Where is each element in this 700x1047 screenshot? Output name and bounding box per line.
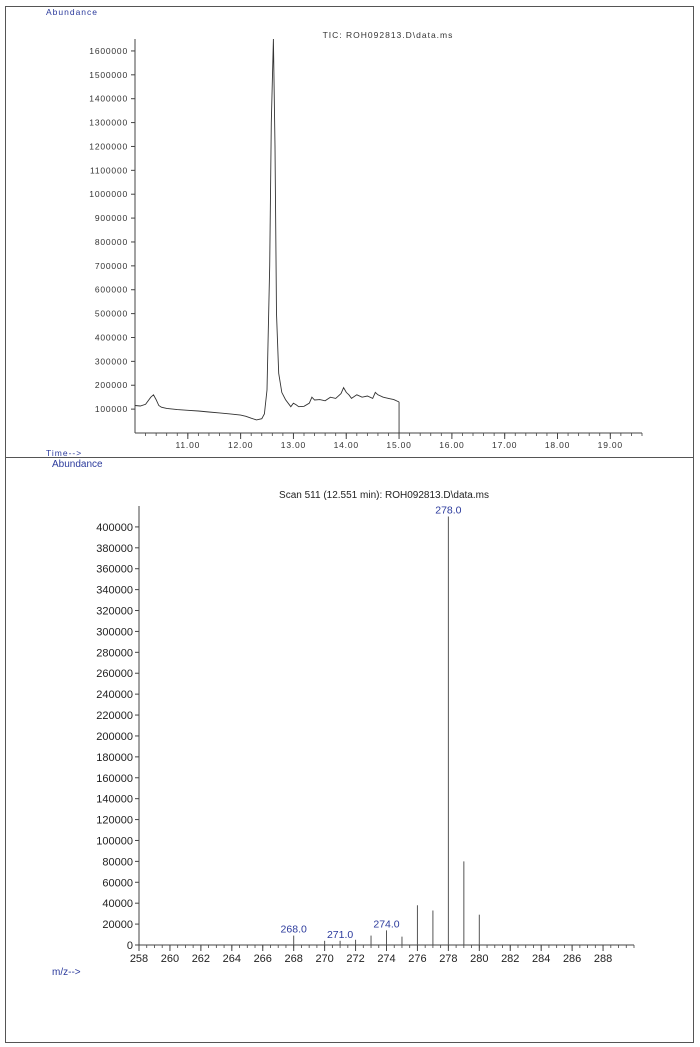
x-tick-label: 16.00 (439, 440, 464, 450)
y-tick-label: 40000 (102, 898, 133, 910)
x-tick-label: 282 (501, 953, 519, 965)
x-tick-label: 276 (408, 953, 426, 965)
tic-trace (134, 38, 400, 421)
y-tick-label: 1000000 (89, 189, 128, 199)
y-tick-label: 260000 (96, 668, 133, 680)
y-tick-label: 300000 (96, 626, 133, 638)
x-tick-label: 13.00 (281, 440, 306, 450)
peak-label: 274.0 (373, 918, 399, 930)
y-tick-label: 320000 (96, 606, 133, 618)
x-axis-label: m/z--> (52, 967, 81, 978)
y-tick-label: 340000 (96, 585, 133, 597)
y-tick-label: 900000 (95, 213, 128, 223)
x-axis-label: Time--> (46, 448, 82, 458)
y-axis-label: Abundance (52, 459, 103, 470)
y-tick-label: 200000 (96, 731, 133, 743)
y-tick-label: 180000 (96, 752, 133, 764)
y-tick-label: 1500000 (89, 70, 128, 80)
y-tick-label: 280000 (96, 647, 133, 659)
y-tick-label: 80000 (102, 856, 133, 868)
peak-label: 268.0 (281, 924, 307, 936)
x-tick-label: 262 (192, 953, 210, 965)
x-tick-label: 286 (563, 953, 581, 965)
y-tick-label: 20000 (102, 919, 133, 931)
x-tick-label: 18.00 (545, 440, 570, 450)
y-tick-label: 1600000 (89, 46, 128, 56)
x-tick-label: 272 (346, 953, 364, 965)
y-tick-label: 600000 (95, 285, 128, 295)
y-tick-label: 360000 (96, 564, 133, 576)
peak-label: 271.0 (327, 929, 353, 941)
y-tick-label: 500000 (95, 309, 128, 319)
chart-title: Scan 511 (12.551 min): ROH092813.D\data.… (279, 490, 489, 501)
y-tick-label: 160000 (96, 773, 133, 785)
x-tick-label: 15.00 (386, 440, 411, 450)
x-tick-label: 19.00 (598, 440, 623, 450)
y-tick-label: 1100000 (90, 165, 128, 175)
mass-spectrum-panel: Abundance Scan 511 (12.551 min): ROH09281… (5, 457, 694, 1043)
y-tick-label: 0 (127, 940, 133, 952)
y-tick-label: 400000 (96, 522, 133, 534)
y-axis-label: Abundance (46, 7, 98, 17)
x-tick-label: 288 (594, 953, 612, 965)
x-tick-label: 284 (532, 953, 550, 965)
mass-spectrum-chart: Abundance Scan 511 (12.551 min): ROH09281… (52, 459, 635, 978)
y-tick-label: 240000 (96, 689, 133, 701)
x-tick-label: 11.00 (175, 440, 200, 450)
y-tick-label: 700000 (95, 261, 128, 271)
y-tick-label: 1200000 (89, 141, 128, 151)
tic-chart-panel: Abundance TIC: ROH092813.D\data.ms Time-->… (5, 6, 694, 458)
tic-chart: Abundance TIC: ROH092813.D\data.ms Time-->… (46, 7, 643, 458)
y-tick-label: 220000 (96, 710, 133, 722)
x-tick-label: 12.00 (228, 440, 253, 450)
peak-label: 278.0 (435, 504, 461, 516)
x-tick-label: 278 (439, 953, 457, 965)
x-tick-label: 260 (161, 953, 179, 965)
y-tick-label: 200000 (95, 380, 128, 390)
y-tick-label: 140000 (96, 794, 133, 806)
x-tick-label: 258 (130, 953, 148, 965)
y-tick-label: 300000 (95, 356, 128, 366)
x-tick-label: 17.00 (492, 440, 517, 450)
x-tick-label: 274 (377, 953, 395, 965)
y-tick-label: 800000 (95, 237, 128, 247)
x-tick-label: 266 (254, 953, 272, 965)
y-tick-label: 100000 (95, 404, 128, 414)
x-tick-label: 264 (223, 953, 241, 965)
y-tick-label: 100000 (96, 835, 133, 847)
x-tick-label: 280 (470, 953, 488, 965)
y-tick-label: 380000 (96, 543, 133, 555)
x-tick-label: 268 (285, 953, 303, 965)
chart-title: TIC: ROH092813.D\data.ms (323, 30, 454, 40)
y-tick-label: 60000 (102, 877, 133, 889)
x-tick-label: 14.00 (334, 440, 359, 450)
y-tick-label: 120000 (96, 815, 133, 827)
x-tick-label: 270 (315, 953, 333, 965)
y-tick-label: 1400000 (89, 94, 128, 104)
y-tick-label: 1300000 (89, 118, 128, 128)
y-tick-label: 400000 (95, 332, 128, 342)
